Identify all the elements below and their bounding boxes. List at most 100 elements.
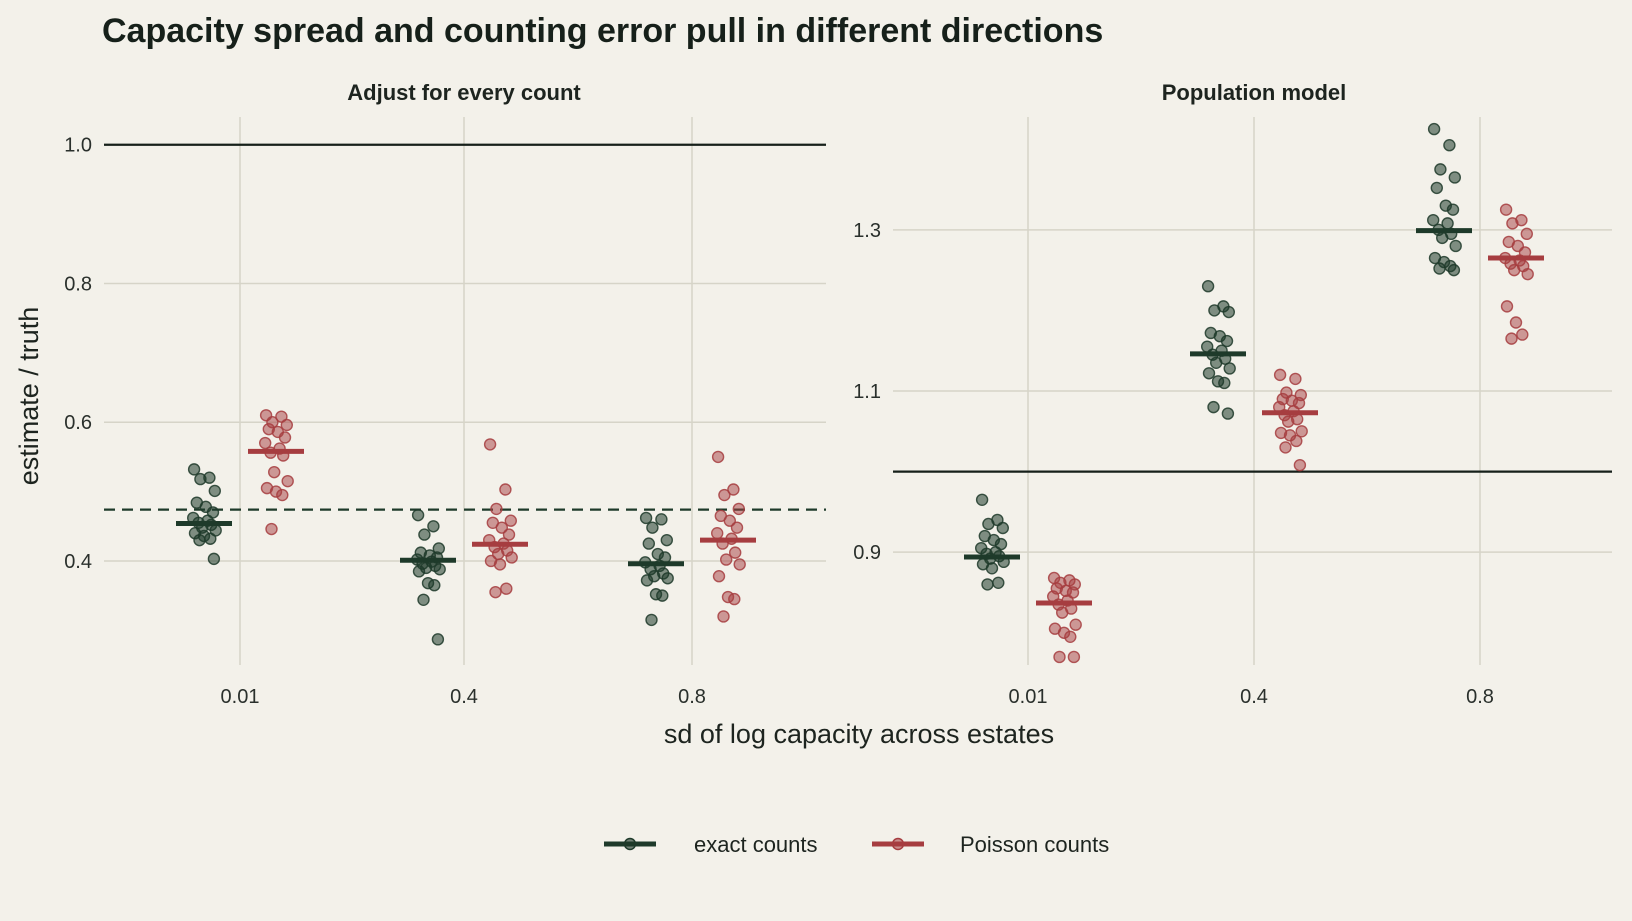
- data-point: [1201, 280, 1215, 293]
- y-tick-label: 1.0: [64, 135, 92, 157]
- x-tick-label: 0.4: [450, 686, 478, 708]
- data-point: [1220, 334, 1234, 348]
- data-point: [717, 610, 730, 623]
- data-point: [1289, 372, 1302, 386]
- data-point: [718, 488, 731, 502]
- data-point: [1447, 263, 1461, 277]
- data-point: [996, 521, 1009, 535]
- data-point: [1223, 362, 1236, 375]
- y-tick-label: 0.6: [64, 412, 92, 434]
- data-point: [1521, 267, 1534, 281]
- data-point: [418, 528, 431, 541]
- series-poisson-counts: [248, 409, 756, 623]
- data-point: [727, 483, 740, 496]
- y-tick-label: 0.4: [64, 551, 92, 573]
- data-point: [1506, 217, 1519, 230]
- data-point: [728, 592, 741, 606]
- legend-label: Poisson counts: [960, 832, 1109, 857]
- data-point: [655, 513, 668, 526]
- data-point: [642, 537, 655, 550]
- data-point: [194, 472, 207, 486]
- data-point: [1446, 203, 1460, 216]
- data-point: [431, 633, 445, 646]
- data-point: [412, 565, 426, 578]
- data-point: [1221, 407, 1235, 420]
- data-point: [645, 613, 658, 627]
- data-point: [730, 521, 744, 534]
- data-point: [1509, 316, 1523, 329]
- data-point: [711, 527, 724, 540]
- data-point: [1426, 213, 1440, 227]
- data-point: [1281, 415, 1295, 428]
- data-point: [505, 551, 518, 564]
- data-point: [992, 576, 1005, 589]
- data-point: [646, 521, 659, 534]
- data-point: [712, 570, 726, 583]
- data-point: [661, 572, 674, 585]
- data-point: [1507, 263, 1521, 277]
- data-point: [639, 511, 653, 525]
- legend: exact counts Poisson counts: [604, 832, 1109, 857]
- data-point: [1273, 368, 1287, 382]
- data-point: [502, 528, 516, 541]
- y-tick-label: 1.3: [853, 220, 881, 242]
- data-point: [729, 546, 742, 559]
- data-point: [204, 532, 217, 545]
- data-point: [1295, 425, 1308, 438]
- data-point: [187, 463, 201, 476]
- data-point: [208, 484, 222, 498]
- grid: [104, 117, 826, 665]
- data-point: [1427, 122, 1441, 136]
- panel-title: Population model: [1162, 80, 1347, 105]
- data-point: [1218, 376, 1231, 390]
- data-point: [493, 558, 507, 571]
- data-point: [1293, 458, 1307, 472]
- data-point: [1207, 400, 1220, 414]
- data-point: [278, 431, 292, 444]
- legend-item-poisson: Poisson counts: [872, 832, 1109, 857]
- series-poisson-counts: [1036, 203, 1544, 664]
- data-point: [1516, 328, 1529, 341]
- data-point: [1202, 367, 1216, 380]
- data-point: [981, 578, 994, 591]
- data-point: [1435, 231, 1449, 245]
- data-point: [1209, 356, 1223, 369]
- data-point: [1290, 434, 1303, 448]
- data-point: [433, 563, 446, 576]
- series-exact-counts: [176, 463, 684, 646]
- data-point: [1222, 305, 1236, 319]
- chart-title: Capacity spread and counting error pull …: [102, 12, 1103, 50]
- data-point: [1505, 332, 1518, 345]
- legend-item-exact: exact counts: [604, 832, 818, 857]
- x-axis-label: sd of log capacity across estates: [664, 719, 1054, 749]
- data-point: [499, 483, 512, 496]
- data-point: [265, 522, 278, 536]
- data-point: [1053, 650, 1066, 664]
- data-point: [1434, 163, 1447, 176]
- data-point: [732, 502, 745, 516]
- y-axis-label: estimate / truth: [14, 307, 44, 486]
- data-point: [711, 450, 725, 464]
- data-point: [193, 533, 206, 547]
- x-tick-label: 0.4: [1240, 686, 1268, 708]
- data-point: [1449, 239, 1462, 253]
- panel-adjust-for-every-count: Adjust for every count 0.4 0.6 0.8 1.0 0.01 0…: [64, 80, 826, 708]
- data-point: [500, 582, 513, 595]
- y-tick-label: 1.1: [853, 381, 881, 403]
- series-exact-counts: [964, 122, 1472, 591]
- data-point: [982, 517, 995, 531]
- data-point: [640, 574, 654, 587]
- data-point: [1520, 227, 1534, 241]
- data-point: [1067, 650, 1081, 664]
- data-point: [504, 514, 517, 527]
- x-tick-label: 0.8: [1466, 686, 1494, 708]
- y-tick-label: 0.8: [64, 273, 92, 295]
- data-point: [1430, 181, 1444, 195]
- data-point: [259, 436, 272, 450]
- data-point: [268, 465, 281, 479]
- data-point: [1443, 139, 1456, 152]
- grid: [893, 117, 1612, 665]
- data-point: [733, 558, 746, 571]
- data-point: [985, 562, 999, 575]
